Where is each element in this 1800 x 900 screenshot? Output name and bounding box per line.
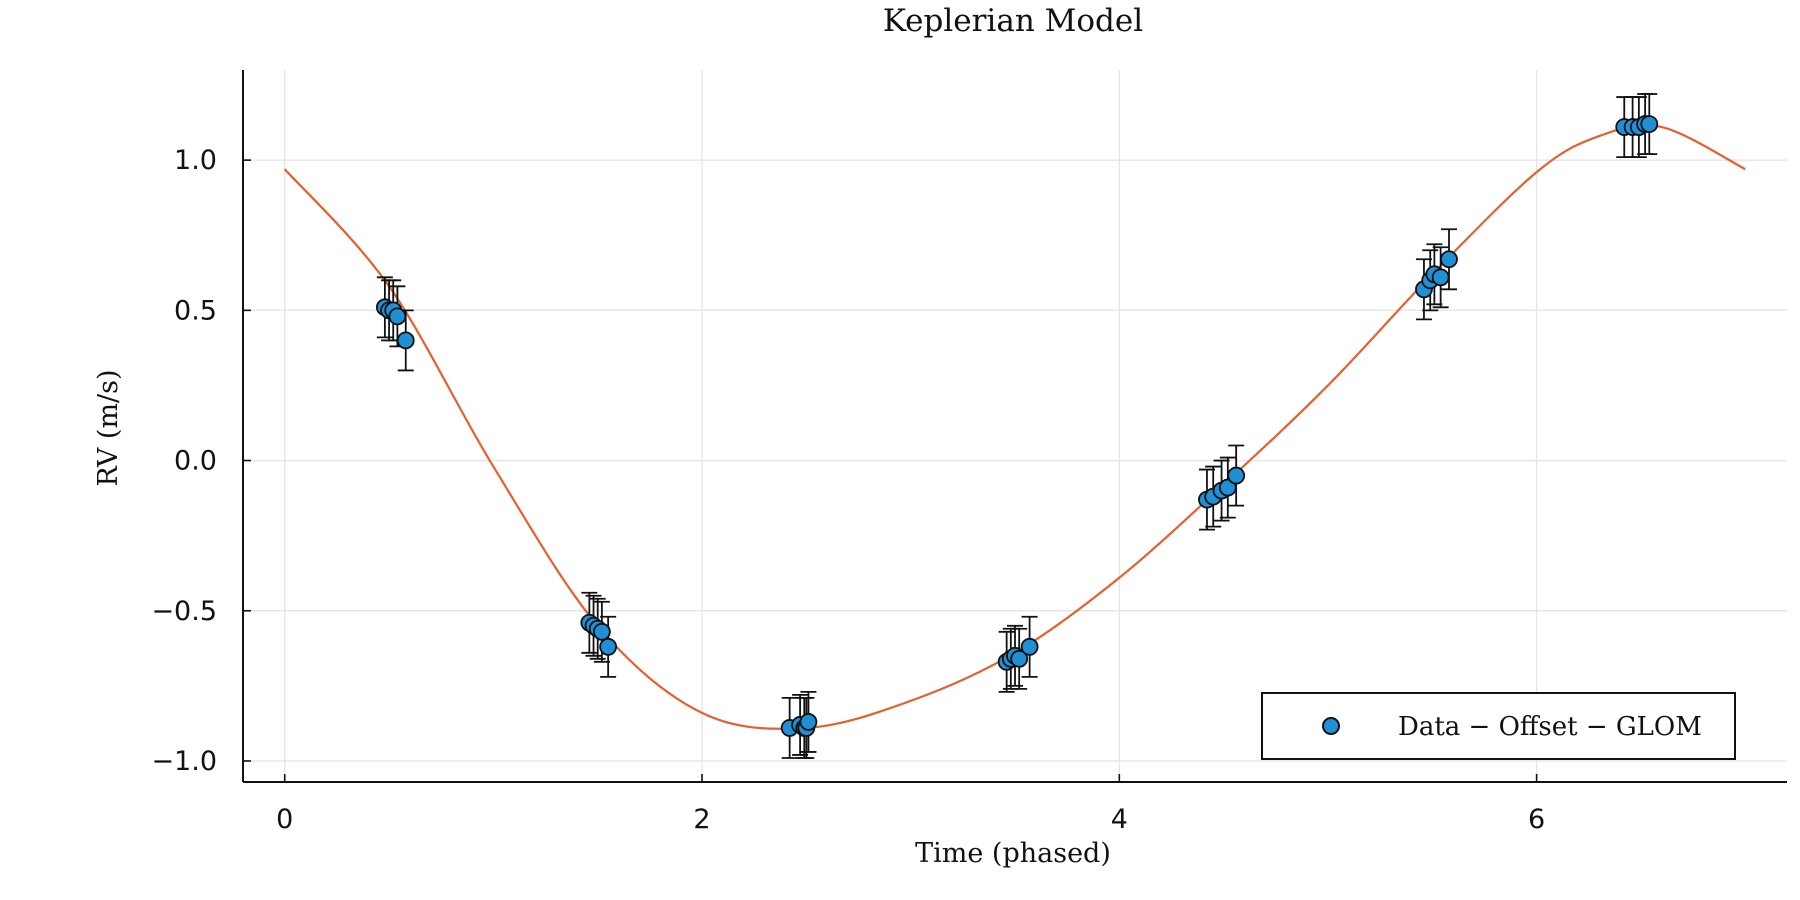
- legend-box: [1261, 692, 1736, 760]
- data-point: [388, 307, 407, 326]
- x-tick-label: 4: [1111, 804, 1128, 835]
- data-point: [1020, 637, 1039, 656]
- data-point: [1440, 250, 1458, 269]
- y-tick-label: 1.0: [174, 145, 217, 176]
- x-tick-label: 0: [276, 804, 293, 835]
- data-point: [599, 637, 618, 656]
- data-point: [1218, 478, 1237, 497]
- y-tick-label: 0.0: [174, 446, 217, 477]
- y-tick-label: 0.5: [174, 295, 217, 326]
- axis-layer: [242, 70, 1787, 783]
- y-tick-label: −1.0: [151, 746, 217, 777]
- y-axis-label: RV (m/s): [93, 369, 124, 486]
- data-point: [799, 713, 818, 731]
- y-tick-label: −0.5: [151, 596, 217, 627]
- x-axis-label: Time (phased): [915, 838, 1111, 869]
- point-layer: [375, 115, 1659, 737]
- data-point: [396, 331, 415, 350]
- x-tick-label: 2: [693, 804, 710, 835]
- data-point: [1227, 466, 1246, 485]
- data-point: [1640, 115, 1659, 133]
- chart-title: Keplerian Model: [883, 3, 1143, 39]
- legend: Data − Offset − GLOM: [1261, 692, 1736, 760]
- data-point: [1010, 649, 1029, 668]
- legend-label: Data − Offset − GLOM: [1398, 712, 1702, 742]
- legend-marker: [1322, 717, 1340, 735]
- tick-layer: 0 2 4 6 −1.0 −0.5 0.0 0.5 1.0: [151, 145, 1545, 835]
- data-point: [1431, 268, 1450, 287]
- data-point: [592, 622, 611, 641]
- grid-layer: [243, 70, 1787, 782]
- x-tick-label: 6: [1528, 804, 1545, 835]
